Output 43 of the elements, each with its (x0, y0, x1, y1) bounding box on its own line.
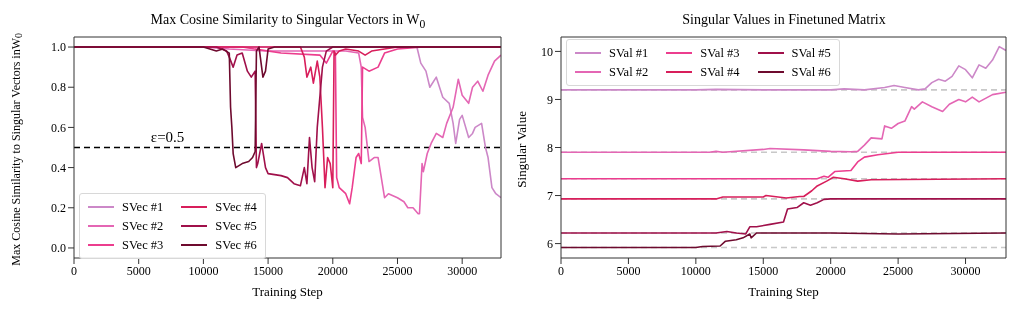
legend-label: SVal #4 (700, 64, 740, 80)
legend-label: SVal #2 (609, 64, 649, 80)
legend-label: SVec #3 (122, 237, 164, 253)
y-tick-label: 6 (547, 236, 553, 251)
x-axis-title: Training Step (252, 284, 323, 299)
y-tick-label: 0.8 (51, 80, 66, 95)
legend-label: SVal #1 (609, 45, 649, 61)
y-tick-label: 8 (547, 140, 553, 155)
x-tick-label: 25000 (382, 263, 413, 278)
x-tick-label: 5000 (126, 263, 151, 278)
x-tick-label: 15000 (748, 263, 779, 278)
x-tick-label: 25000 (883, 263, 914, 278)
y-axis-title: Singular Value (514, 110, 530, 188)
x-tick-label: 20000 (815, 263, 846, 278)
x-tick-label: 0 (71, 263, 77, 278)
ref-line-label: ε=0.5 (150, 128, 185, 145)
x-tick-label: 5000 (616, 263, 641, 278)
x-tick-label: 15000 (253, 263, 284, 278)
legend-label: SVal #6 (791, 64, 831, 80)
y-tick-label: 0.2 (51, 201, 66, 216)
x-tick-label: 10000 (680, 263, 711, 278)
chart-title: Max Cosine Similarity to Singular Vectors in W$_{0}$ (149, 12, 427, 31)
x-axis-title: Training Step (748, 284, 819, 299)
y-tick-label: 1.0 (51, 40, 66, 55)
y-tick-label: 9 (547, 92, 553, 107)
legend-label: SVec #1 (122, 199, 164, 215)
y-tick-label: 0.6 (51, 120, 66, 135)
y-tick-label: 0.0 (51, 241, 66, 256)
x-tick-label: 10000 (188, 263, 219, 278)
legend-label: SVec #5 (215, 218, 257, 234)
y-tick-label: 0.4 (51, 160, 66, 175)
legend-label: SVal #5 (791, 45, 831, 61)
x-tick-label: 30000 (950, 263, 981, 278)
x-tick-label: 30000 (447, 263, 478, 278)
legend-label: SVec #2 (122, 218, 164, 234)
chart-title: Singular Values in Finetuned Matrix (681, 12, 887, 28)
legend-label: SVec #4 (215, 199, 257, 215)
legend-label: SVec #6 (215, 237, 257, 253)
x-tick-label: 20000 (317, 263, 348, 278)
y-tick-label: 7 (547, 188, 553, 203)
y-tick-label: 10 (541, 44, 553, 59)
x-tick-label: 0 (558, 263, 564, 278)
legend-label: SVal #3 (700, 45, 740, 61)
